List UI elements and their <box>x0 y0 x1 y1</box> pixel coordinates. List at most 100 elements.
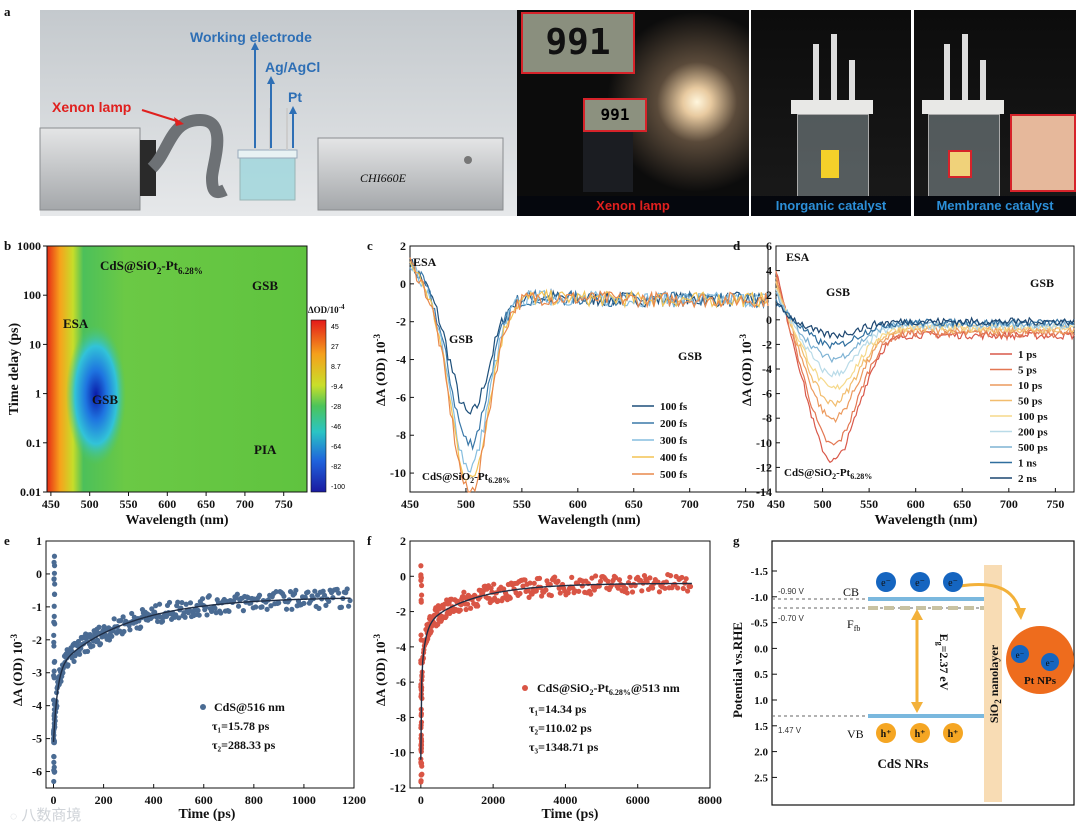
xtick-label: 8000 <box>698 793 722 807</box>
b-ytick-label: 1 <box>35 387 41 401</box>
data-point <box>96 624 102 630</box>
data-point <box>276 600 282 606</box>
b-gsb1: GSB <box>92 392 118 407</box>
ytick-label: 2 <box>400 534 406 548</box>
g-cb: CB <box>843 585 859 599</box>
xtick-label: 4000 <box>553 793 577 807</box>
ytick-label: 0 <box>400 277 406 291</box>
data-point <box>129 610 135 617</box>
ytick-label: -6 <box>32 765 42 779</box>
data-point <box>199 596 206 602</box>
data-point <box>95 637 101 643</box>
data-point <box>175 599 181 605</box>
data-point <box>344 586 350 592</box>
hole <box>876 723 896 743</box>
f-tau3: τ₃=1348.71 ps <box>529 740 599 754</box>
data-point <box>97 641 104 647</box>
data-point <box>517 590 523 597</box>
data-point <box>268 603 274 609</box>
ytick-label: -4 <box>396 353 406 367</box>
data-point <box>52 658 58 665</box>
ytick-label: 0 <box>766 313 772 327</box>
data-point <box>206 593 212 599</box>
data-point <box>685 588 691 594</box>
data-point <box>557 590 563 596</box>
data-point <box>195 607 201 614</box>
f-tau1: τ₁=14.34 ps <box>529 702 587 716</box>
xtick-label: 800 <box>245 793 263 807</box>
data-point <box>418 772 424 778</box>
data-point <box>76 651 83 657</box>
e-tau2: τ₂=288.33 ps <box>212 738 276 752</box>
f-ylabel: ΔA (OD) 10 <box>373 642 388 706</box>
hole <box>910 723 930 743</box>
ytick-label: -4 <box>396 640 406 654</box>
photo-xenon-lamp: 991 991 Xenon lamp <box>517 10 749 216</box>
xtick-label: 500 <box>814 497 832 511</box>
ytick-label: 1 <box>36 534 42 548</box>
data-point <box>121 628 127 635</box>
data-point <box>536 575 543 581</box>
data-point <box>283 606 290 612</box>
legend-label: 500 fs <box>660 469 688 481</box>
panel-f-kinetics: 0 2000 4000 6000 8000 2 0 -2 -4 -6 -8 -10 -12 <box>390 534 722 807</box>
data-point <box>597 578 604 585</box>
data-point <box>330 595 336 601</box>
data-point <box>166 599 173 606</box>
g-ylabel: Potential vs.RHE <box>730 622 745 718</box>
series-line <box>409 258 769 415</box>
legend-label: 50 ps <box>1018 396 1043 408</box>
data-point <box>51 639 57 645</box>
data-point <box>84 648 91 654</box>
legend-label: 10 ps <box>1018 380 1043 392</box>
g-ytick-label: 1.0 <box>754 695 768 707</box>
xtick-label: 600 <box>195 793 213 807</box>
ytick-label: -6 <box>396 390 406 404</box>
data-point <box>687 583 694 590</box>
b-xtick-label: 600 <box>158 497 176 511</box>
data-point <box>507 595 513 601</box>
ytick-label: -12 <box>390 781 406 795</box>
g-cb-value: -0.90 V <box>778 587 804 596</box>
ytick-label: -12 <box>756 460 772 474</box>
d-xlabel: Wavelength (nm) <box>874 513 977 528</box>
svg-text:Eg=2.37 eV: Eg=2.37 eV <box>935 634 951 691</box>
data-point <box>51 754 57 760</box>
data-point <box>212 605 218 611</box>
panel-label-c: c <box>367 238 373 253</box>
data-point <box>51 619 57 625</box>
svg-text:SiO2 nanolayer: SiO2 nanolayer <box>987 644 1003 723</box>
e-tau1: τ₁=15.78 ps <box>212 719 270 733</box>
xtick-label: 450 <box>767 497 785 511</box>
svg-text:Ffb: Ffb <box>847 617 860 633</box>
g-ytick-label: 0.5 <box>754 669 768 681</box>
data-point <box>675 585 681 591</box>
svg-text:ΔA (OD) 10-3: ΔA (OD) 10-3 <box>372 634 388 706</box>
xtick-label: 0 <box>418 793 424 807</box>
ytick-label: -3 <box>32 666 42 680</box>
data-point <box>579 583 585 589</box>
data-point <box>51 759 57 765</box>
data-point <box>51 576 57 582</box>
caption-inorganic-catalyst: Inorganic catalyst <box>751 196 911 216</box>
ytick-label: -6 <box>762 387 772 401</box>
meter-display-small: 991 <box>583 98 647 132</box>
g-ytick-label: 2.0 <box>754 747 768 759</box>
data-point <box>418 759 424 765</box>
b-pia: PIA <box>254 442 277 457</box>
hole <box>943 723 963 743</box>
pt-electron <box>1041 653 1059 671</box>
b-ytick-label: 0.01 <box>20 485 41 499</box>
legend-marker <box>200 704 206 710</box>
panel-label-e: e <box>4 533 10 548</box>
data-point <box>475 603 481 609</box>
data-point <box>418 563 424 569</box>
data-point <box>623 585 629 592</box>
photo-membrane-catalyst: Membrane catalyst <box>914 10 1076 216</box>
data-point <box>565 590 571 596</box>
data-point <box>615 585 621 591</box>
ytick-label: -6 <box>396 675 406 689</box>
data-point <box>418 592 425 598</box>
data-point <box>51 559 57 565</box>
data-point <box>111 616 117 622</box>
